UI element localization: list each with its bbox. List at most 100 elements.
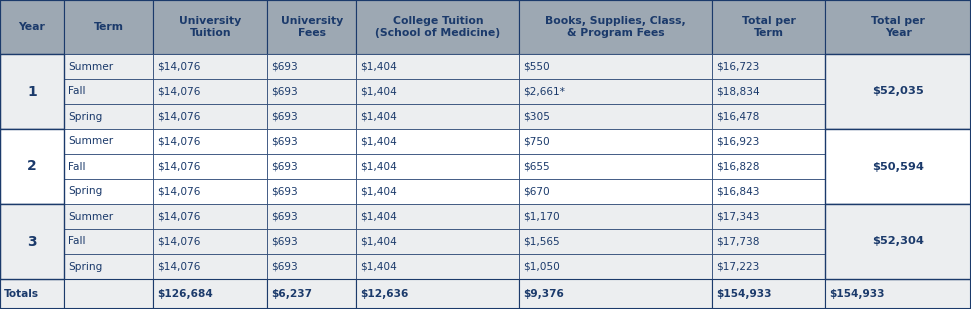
Bar <box>64 129 153 154</box>
Bar <box>267 104 356 129</box>
Text: Spring: Spring <box>68 261 103 272</box>
Text: $16,478: $16,478 <box>716 112 759 121</box>
Text: $16,723: $16,723 <box>716 61 759 71</box>
Bar <box>64 104 153 129</box>
Text: Spring: Spring <box>68 112 103 121</box>
Text: $670: $670 <box>523 187 551 197</box>
Text: $550: $550 <box>523 61 551 71</box>
Bar <box>64 154 153 179</box>
Bar <box>64 229 153 254</box>
Bar <box>0 54 64 79</box>
Bar <box>712 279 825 309</box>
Bar <box>356 0 519 54</box>
Text: $14,076: $14,076 <box>157 137 201 146</box>
Bar <box>712 154 825 179</box>
Text: $14,076: $14,076 <box>157 112 201 121</box>
Bar <box>0 254 64 279</box>
Bar <box>825 54 971 129</box>
Text: $17,738: $17,738 <box>716 236 759 247</box>
Text: $693: $693 <box>271 137 298 146</box>
Bar <box>519 129 712 154</box>
Bar <box>153 129 267 154</box>
Text: $16,828: $16,828 <box>716 162 759 171</box>
Bar <box>825 179 971 204</box>
Bar <box>712 0 825 54</box>
Text: $693: $693 <box>271 162 298 171</box>
Text: $693: $693 <box>271 87 298 96</box>
Bar <box>825 204 971 229</box>
Text: $1,404: $1,404 <box>360 61 397 71</box>
Bar <box>356 204 519 229</box>
Bar <box>267 154 356 179</box>
Bar <box>825 279 971 309</box>
Bar <box>153 279 267 309</box>
Bar <box>825 54 971 79</box>
Bar <box>64 254 153 279</box>
Text: $14,076: $14,076 <box>157 211 201 222</box>
Text: $1,404: $1,404 <box>360 87 397 96</box>
Bar <box>64 0 153 54</box>
Text: $17,343: $17,343 <box>716 211 759 222</box>
Text: $17,223: $17,223 <box>716 261 759 272</box>
Bar <box>825 154 971 179</box>
Bar <box>153 154 267 179</box>
Bar <box>519 279 712 309</box>
Text: $14,076: $14,076 <box>157 187 201 197</box>
Bar <box>712 104 825 129</box>
Bar <box>519 179 712 204</box>
Bar <box>153 179 267 204</box>
Bar <box>356 229 519 254</box>
Bar <box>519 154 712 179</box>
Text: Fall: Fall <box>68 236 85 247</box>
Text: $693: $693 <box>271 61 298 71</box>
Text: $14,076: $14,076 <box>157 236 201 247</box>
Bar <box>64 279 153 309</box>
Bar <box>712 229 825 254</box>
Text: $1,404: $1,404 <box>360 187 397 197</box>
Bar <box>153 254 267 279</box>
Text: $50,594: $50,594 <box>872 162 924 171</box>
Bar <box>356 129 519 154</box>
Text: University
Tuition: University Tuition <box>179 16 242 38</box>
Text: $18,834: $18,834 <box>716 87 759 96</box>
Text: $1,404: $1,404 <box>360 162 397 171</box>
Bar <box>0 54 64 129</box>
Bar <box>825 129 971 154</box>
Text: Term: Term <box>94 22 123 32</box>
Bar <box>267 0 356 54</box>
Text: $154,933: $154,933 <box>716 289 771 299</box>
Text: 1: 1 <box>27 84 37 99</box>
Text: Total per
Term: Total per Term <box>742 16 795 38</box>
Bar <box>519 204 712 229</box>
Bar <box>356 104 519 129</box>
Bar <box>153 204 267 229</box>
Bar <box>0 204 64 279</box>
Bar <box>356 279 519 309</box>
Text: $16,923: $16,923 <box>716 137 759 146</box>
Bar <box>267 179 356 204</box>
Text: $1,170: $1,170 <box>523 211 560 222</box>
Bar <box>825 254 971 279</box>
Bar <box>0 229 64 254</box>
Text: $693: $693 <box>271 112 298 121</box>
Bar <box>712 254 825 279</box>
Bar <box>267 229 356 254</box>
Text: $693: $693 <box>271 261 298 272</box>
Text: $693: $693 <box>271 236 298 247</box>
Text: $655: $655 <box>523 162 551 171</box>
Text: Books, Supplies, Class,
& Program Fees: Books, Supplies, Class, & Program Fees <box>546 16 686 38</box>
Bar <box>153 79 267 104</box>
Bar <box>356 254 519 279</box>
Bar <box>519 229 712 254</box>
Text: 2: 2 <box>27 159 37 173</box>
Bar <box>0 204 64 229</box>
Text: $12,636: $12,636 <box>360 289 409 299</box>
Bar <box>0 279 64 309</box>
Bar <box>64 204 153 229</box>
Bar <box>356 79 519 104</box>
Bar <box>519 79 712 104</box>
Bar <box>519 54 712 79</box>
Bar <box>267 54 356 79</box>
Bar <box>153 0 267 54</box>
Bar <box>0 0 64 54</box>
